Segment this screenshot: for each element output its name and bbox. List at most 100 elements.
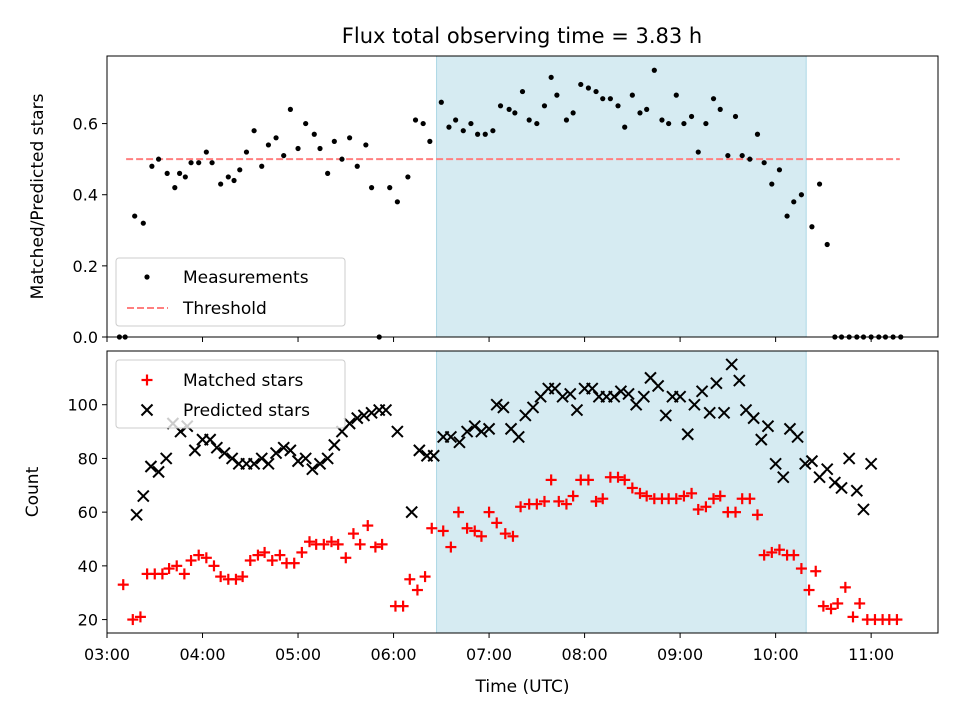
matched-star-point	[634, 487, 646, 499]
predicted-star-point-b	[842, 452, 856, 465]
legend-matched-marker	[141, 374, 153, 386]
matched-star-point	[714, 490, 726, 502]
count-panel-frame	[106, 350, 939, 634]
measurement-point	[453, 117, 459, 123]
measurement-point	[809, 224, 815, 230]
predicted-star-point	[413, 444, 426, 457]
predicted-star-point-b	[313, 457, 327, 471]
matched-star-point	[817, 600, 829, 612]
ratio-y-axis-label: Matched/Predicted stars	[28, 93, 48, 299]
predicted-star-point-b	[130, 508, 143, 522]
matched-star-point	[303, 536, 315, 548]
measurement-point	[412, 117, 419, 123]
predicted-star-point-b	[864, 457, 878, 471]
predicted-star-point-b	[413, 444, 426, 457]
measurement-point	[725, 152, 731, 159]
matched-star-point	[847, 611, 859, 623]
predicted-star-point-b	[277, 441, 290, 454]
measurement-point	[791, 199, 797, 205]
predicted-star-point-b	[828, 476, 842, 489]
matched-star-point	[700, 501, 712, 513]
y-tick-label: 0.0	[73, 328, 98, 347]
predicted-star-point-b	[152, 465, 165, 479]
x-tick-label: 05:00	[275, 645, 321, 664]
x-tick-label: 09:00	[657, 645, 703, 664]
matched-star-point	[678, 490, 690, 502]
matched-star-point	[773, 544, 785, 556]
matched-star-point	[244, 554, 256, 566]
predicted-star-point-b	[586, 382, 599, 395]
predicted-star-point-b	[262, 457, 275, 471]
chart-title: Flux total observing time = 3.83 h	[342, 24, 702, 48]
measurement-point	[265, 142, 272, 148]
predicted-star-point	[262, 457, 275, 471]
predicted-star-point-b	[144, 460, 158, 473]
measurement-point	[368, 185, 375, 191]
predicted-star-point-b	[755, 433, 768, 446]
measurement-point	[420, 120, 426, 127]
legend-predicted-glyph-b	[140, 403, 154, 417]
legend-predicted-label: Predicted stars	[183, 401, 310, 421]
matched-star-point	[171, 560, 183, 572]
predicted-star-point	[777, 471, 790, 484]
predicted-star-point-b	[504, 422, 518, 436]
measurement-point	[446, 124, 452, 130]
predicted-star-point-b	[427, 449, 440, 462]
x-axis-label: Time (UTC)	[475, 677, 570, 697]
predicted-star-point-b	[188, 444, 202, 457]
matched-star-point	[215, 571, 227, 583]
ratio-panel: 0.0 0.2 0.4 0.6 Matched/Predicted stars Mea…	[28, 55, 939, 347]
ratio-panel-frame	[106, 55, 939, 338]
predicted-star-point-b	[210, 441, 224, 454]
measurement-point	[182, 174, 188, 180]
predicted-star-point-b	[497, 401, 510, 414]
predicted-star-point-b	[299, 452, 312, 465]
predicted-star-point	[864, 457, 878, 471]
matched-star-point	[369, 541, 381, 553]
matched-star-point	[507, 530, 519, 542]
predicted-star-point	[444, 430, 458, 444]
predicted-star-point-b	[357, 409, 371, 422]
predicted-star-point-b	[799, 457, 812, 471]
predicted-star-point	[247, 457, 261, 471]
predicted-star-point	[570, 403, 584, 417]
y-tick-label: 20	[78, 611, 98, 630]
predicted-star-point	[659, 409, 672, 422]
measurement-point	[769, 181, 775, 187]
measurement-point	[637, 110, 643, 116]
measurement-point	[644, 106, 650, 112]
legend-matched-label: Matched stars	[183, 371, 303, 391]
predicted-star-point-b	[482, 422, 496, 436]
predicted-star-point	[269, 446, 283, 460]
matched-star-point	[597, 493, 609, 505]
measurement-point	[622, 124, 628, 130]
matched-star-point	[839, 581, 851, 593]
ratio-legend: Measurements Threshold	[115, 257, 346, 327]
predicted-star-point	[761, 419, 775, 433]
measurement-point	[237, 167, 243, 173]
measurement-point	[405, 174, 411, 180]
matched-star-point	[274, 549, 286, 561]
matched-star-point	[259, 546, 271, 558]
measurement-point	[512, 110, 518, 116]
count-panel: 20 40 60 80 100 03:00 04:00 05:00 06:00 07:00 08:…	[23, 350, 939, 697]
measurement-point	[188, 160, 194, 166]
predicted-star-point-b	[703, 406, 716, 419]
measurement-points	[116, 67, 904, 340]
predicted-star-point	[291, 454, 305, 468]
matched-star-point	[619, 474, 631, 486]
predicted-star-point	[695, 385, 709, 398]
y-tick-label: 100	[67, 396, 98, 415]
predicted-star-points	[130, 358, 878, 522]
predicted-star-point	[321, 452, 334, 465]
predicted-star-point-b	[160, 452, 173, 465]
predicted-star-point	[144, 460, 158, 473]
matched-star-point	[499, 528, 511, 540]
predicted-star-point-b	[475, 425, 488, 438]
y-tick-label: 0.2	[73, 257, 98, 276]
predicted-star-point-b	[777, 471, 790, 484]
predicted-star-point	[365, 406, 378, 419]
matched-star-point	[612, 471, 624, 483]
measurement-point	[218, 181, 224, 187]
